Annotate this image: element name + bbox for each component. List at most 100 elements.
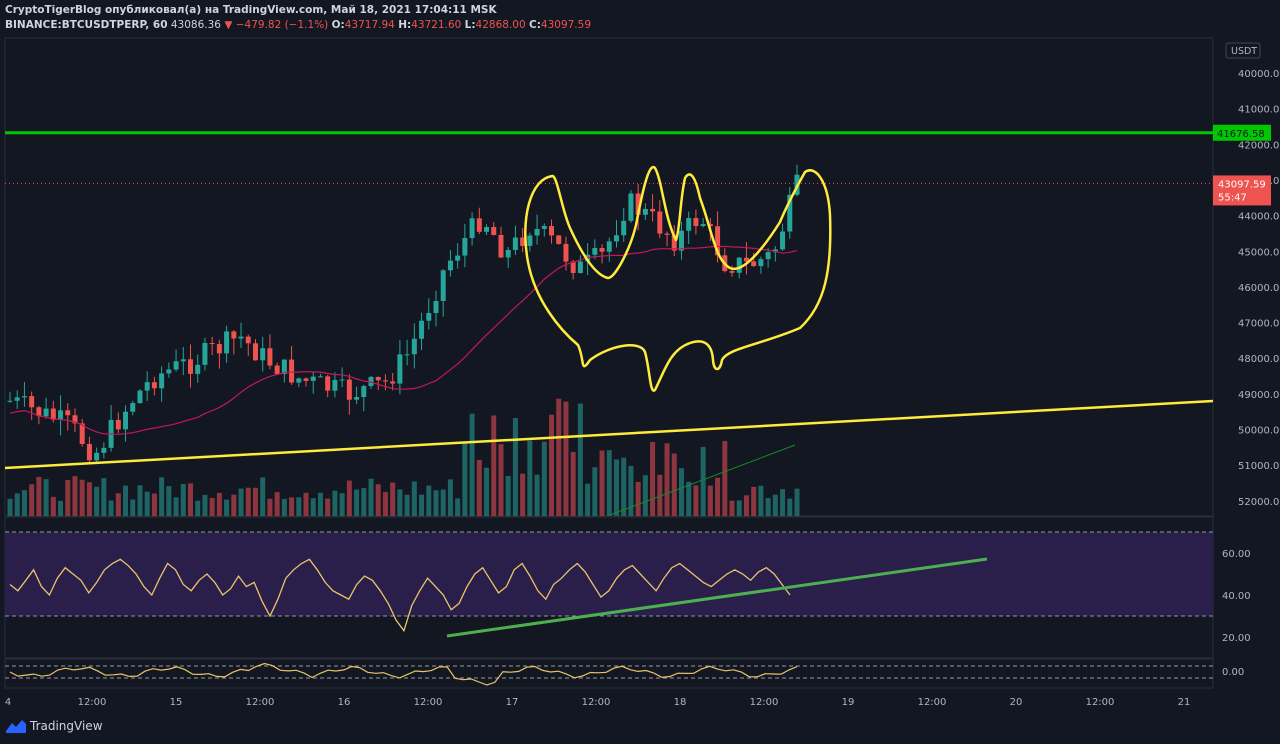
candle-body bbox=[43, 408, 49, 417]
low-label: L: bbox=[464, 19, 476, 31]
candle-body bbox=[58, 410, 64, 420]
candle-body bbox=[267, 348, 273, 366]
candle-body bbox=[36, 407, 42, 417]
volume-bar bbox=[765, 498, 771, 516]
volume-bar bbox=[108, 500, 114, 516]
volume-bar bbox=[743, 495, 749, 516]
candle-body bbox=[715, 226, 721, 256]
candle-body bbox=[101, 447, 107, 453]
volume-bar bbox=[411, 481, 417, 516]
volume-bar bbox=[21, 490, 27, 516]
candle-body bbox=[693, 218, 699, 227]
time-tick-label: 18 bbox=[674, 697, 687, 708]
time-tick-label: 12:00 bbox=[414, 697, 443, 708]
candle-body bbox=[743, 257, 749, 262]
candle-body bbox=[780, 231, 786, 250]
candle-body bbox=[484, 227, 490, 232]
volume-bar bbox=[115, 493, 121, 516]
volume-bar bbox=[491, 415, 497, 516]
volume-bar bbox=[202, 494, 208, 516]
publisher-line: CryptoTigerBlog опубликовал(а) на Tradin… bbox=[5, 3, 497, 17]
rsi-trendline bbox=[446, 557, 988, 638]
oscillator-line bbox=[9, 662, 798, 686]
volume-bar bbox=[505, 475, 511, 516]
time-tick-label: 4 bbox=[5, 697, 11, 708]
candle-body bbox=[426, 312, 432, 321]
moving-average-line bbox=[9, 245, 798, 435]
volume-bar bbox=[541, 441, 547, 516]
osc-tick-label: 0.00 bbox=[1222, 667, 1244, 678]
candle-body bbox=[686, 218, 692, 231]
volume-bar bbox=[166, 486, 172, 516]
volume-bar bbox=[188, 483, 194, 516]
osc-pane bbox=[4, 658, 1214, 689]
candle-body bbox=[664, 233, 670, 235]
candle-body bbox=[628, 193, 634, 221]
volume-bar bbox=[693, 485, 699, 516]
last-price-badge bbox=[1213, 175, 1271, 206]
time-tick-label: 12:00 bbox=[918, 697, 947, 708]
volume-bar bbox=[274, 492, 280, 516]
close-value: 43097.59 bbox=[540, 19, 592, 31]
volume-bar bbox=[238, 488, 244, 516]
brand-label: TradingView bbox=[30, 719, 103, 733]
volume-bar bbox=[476, 459, 482, 516]
candle-body bbox=[419, 320, 425, 339]
candle-body bbox=[404, 354, 410, 356]
price-tick-label: 41000.00 bbox=[1238, 105, 1280, 116]
tradingview-logo[interactable]: TradingView bbox=[6, 719, 103, 733]
time-tick-label: 19 bbox=[842, 697, 855, 708]
time-tick-label: 12:00 bbox=[1086, 697, 1115, 708]
volume-bar bbox=[267, 498, 273, 516]
volume-bar bbox=[397, 489, 403, 516]
volume-bar bbox=[751, 486, 757, 516]
rsi-tick-label: 60.00 bbox=[1222, 549, 1251, 560]
candle-body bbox=[541, 225, 547, 229]
yellow-trendline bbox=[4, 399, 1214, 470]
volume-bar bbox=[498, 444, 504, 516]
candle-body bbox=[599, 248, 605, 252]
volume-bar bbox=[563, 401, 569, 516]
volume-bar bbox=[772, 494, 778, 516]
candle-body bbox=[29, 396, 35, 408]
volume-bar bbox=[7, 498, 13, 516]
volume-bar bbox=[621, 457, 627, 516]
candle-body bbox=[556, 235, 562, 244]
volume-bar bbox=[79, 479, 85, 516]
symbol-label[interactable]: BINANCE:BTCUSDTPERP, 60 bbox=[5, 19, 168, 31]
candle-body bbox=[650, 208, 656, 212]
volume-bar bbox=[289, 497, 295, 516]
volume-bar bbox=[707, 485, 713, 516]
time-tick-label: 12:00 bbox=[78, 697, 107, 708]
time-tick-label: 12:00 bbox=[582, 697, 611, 708]
volume-bar bbox=[570, 451, 576, 516]
candle-body bbox=[14, 397, 20, 401]
volume-bar bbox=[86, 482, 92, 516]
candle-body bbox=[787, 194, 793, 232]
volume-bar bbox=[534, 474, 540, 516]
volume-bar bbox=[180, 483, 186, 516]
candle-body bbox=[245, 336, 251, 344]
candle-body bbox=[606, 241, 612, 252]
volume-bar bbox=[123, 485, 129, 516]
candle-body bbox=[354, 397, 360, 400]
volume-bar bbox=[354, 489, 360, 516]
candle-body bbox=[368, 376, 374, 386]
candle-body bbox=[758, 259, 764, 267]
volume-bar bbox=[419, 494, 425, 516]
level-badge bbox=[1213, 124, 1271, 141]
volume-bar bbox=[729, 500, 735, 516]
last-price-value: 43086.36 bbox=[170, 19, 221, 31]
time-tick-label: 15 bbox=[170, 697, 183, 708]
candle-body bbox=[455, 255, 461, 261]
volume-bar bbox=[686, 481, 692, 516]
volume-bar bbox=[628, 465, 634, 516]
volume-bar bbox=[440, 489, 446, 516]
volume-bar bbox=[736, 500, 742, 516]
price-tick-label: 47000.00 bbox=[1238, 319, 1280, 330]
volume-bar bbox=[678, 468, 684, 516]
volume-bar bbox=[361, 488, 367, 516]
candle-body bbox=[707, 224, 713, 227]
volume-bar bbox=[195, 500, 201, 516]
